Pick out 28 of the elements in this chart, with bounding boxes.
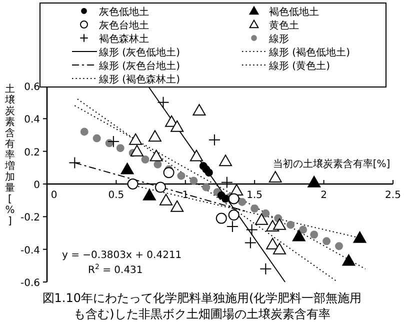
legend-label: 褐色低地土 (269, 6, 319, 18)
legend-label: 黄色土 (269, 20, 299, 32)
text: 土壌炭素含有率増加量[%] (5, 84, 15, 227)
legend-label: 線形 (灰色低地土) (98, 46, 180, 58)
legend-label: 線形 (黄色土) (268, 60, 330, 72)
legend-label: 褐色森林土 (99, 33, 149, 45)
legend-label: 線形 (灰色台地土) (98, 60, 180, 72)
annotation: R$^{2}$ = 0.431 (88, 263, 143, 276)
x-tick-label: 2 (320, 190, 327, 201)
legend-label: 線形 (褐色低地土) (268, 46, 350, 58)
y-tick-label: -0.4 (20, 245, 40, 256)
text: 図1.10年にわたって化学肥料単独施用(化学肥料一部無施用も含む)した非黒ボク土畑圃場の土壌炭素含有率 (41, 290, 363, 322)
y-tick-label: 0.6 (24, 82, 40, 93)
x-tick-label: 0 (50, 190, 58, 201)
y-tick-label: 0.4 (24, 114, 40, 126)
legend-label: 線形 (褐色森林土) (98, 74, 180, 86)
x-tick-label: 2.5 (385, 190, 401, 201)
x-tick-label: 1.5 (246, 190, 263, 201)
y-tick-label: -0.2 (20, 212, 40, 224)
annotation: y = −0.3803x + 0.4211 (62, 250, 182, 261)
x-tick-label: 0.5 (108, 190, 124, 201)
legend-label: 灰色台地土 (99, 20, 149, 32)
x-axis-title: 当初の土壌炭素含有率[%] (272, 158, 390, 170)
y-tick-label: -0.6 (20, 278, 40, 289)
legend-label: 線形 (268, 34, 289, 45)
y-tick-label: 0 (34, 180, 40, 191)
legend-label: 灰色低地土 (99, 6, 149, 18)
y-tick-label: 0.2 (24, 147, 40, 158)
